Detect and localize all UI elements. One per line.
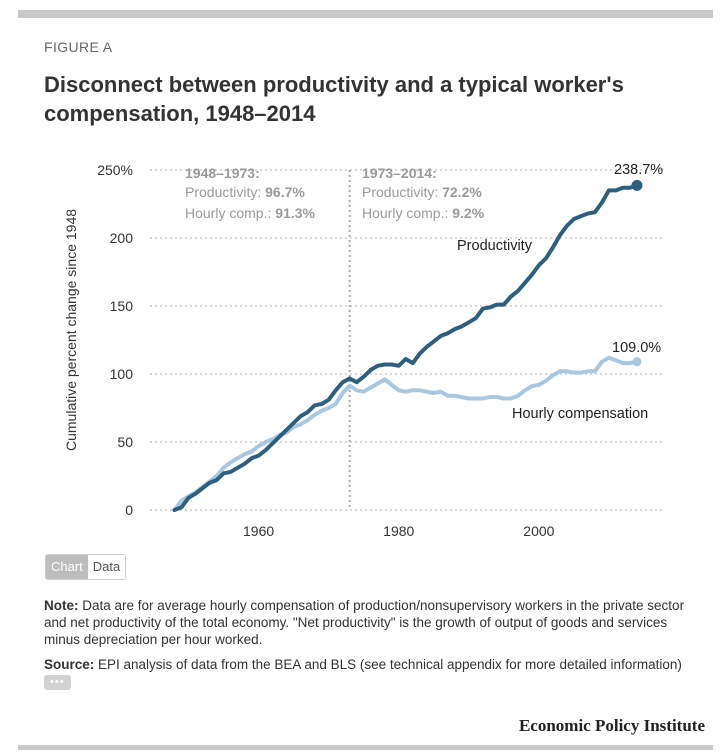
annotation-period1-head: 1948–1973: <box>185 165 260 181</box>
bottom-rule <box>18 745 713 750</box>
x-axis-ticks: 1960 1980 2000 <box>243 523 555 539</box>
productivity-end-label: 238.7% <box>614 162 663 178</box>
source-paragraph: Source: EPI analysis of data from the BE… <box>44 657 682 690</box>
notes-section: Note: Data are for average hourly compen… <box>44 597 694 698</box>
chart-data-toggle: Chart Data <box>45 554 127 580</box>
data-tab[interactable]: Data <box>87 555 126 579</box>
compensation-end-label: 109.0% <box>612 340 661 356</box>
y-tick-label: 250% <box>97 162 133 178</box>
y-tick-label: 200 <box>110 230 134 246</box>
chart-title: Disconnect between productivity and a ty… <box>44 72 624 126</box>
annotation-period2-head: 1973–2014: <box>362 165 437 181</box>
y-tick-label: 100 <box>110 366 134 382</box>
series-line-productivity <box>172 183 639 512</box>
series-label-hourly-compensation: Hourly compensation <box>512 406 648 422</box>
productivity-endpoint-marker <box>631 179 643 191</box>
figure-label: FIGURE A <box>44 39 113 55</box>
annotation-period2-prod: Productivity: 72.2% <box>362 184 482 200</box>
publisher-logo: Economic Policy Institute <box>518 716 705 735</box>
annotation-period2-comp: Hourly comp.: 9.2% <box>362 205 485 221</box>
y-axis-label: Cumulative percent change since 1948 <box>63 209 79 451</box>
series-label-productivity: Productivity <box>457 238 533 254</box>
x-tick-label: 1960 <box>243 523 274 539</box>
y-tick-label: 150 <box>110 298 134 314</box>
top-rule <box>18 10 713 18</box>
y-tick-label: 50 <box>117 434 133 450</box>
annotation-period1-prod: Productivity: 96.7% <box>185 184 305 200</box>
note-paragraph: Note: Data are for average hourly compen… <box>44 598 685 647</box>
more-info-button[interactable]: ••• <box>44 674 71 690</box>
gridlines <box>150 169 665 511</box>
y-tick-label: 0 <box>125 502 133 518</box>
y-axis-ticks: 0 50 100 150 200 250% <box>97 162 133 518</box>
line-chart: 0 50 100 150 200 250% 1960 1980 2000 Cumulative… <box>63 162 665 539</box>
x-tick-label: 2000 <box>523 523 554 539</box>
x-tick-label: 1980 <box>383 523 414 539</box>
chart-tab[interactable]: Chart <box>46 555 88 579</box>
annotation-period1-comp: Hourly comp.: 91.3% <box>185 205 315 221</box>
series-line-hourly-compensation <box>172 355 639 512</box>
compensation-endpoint-marker <box>632 357 642 367</box>
